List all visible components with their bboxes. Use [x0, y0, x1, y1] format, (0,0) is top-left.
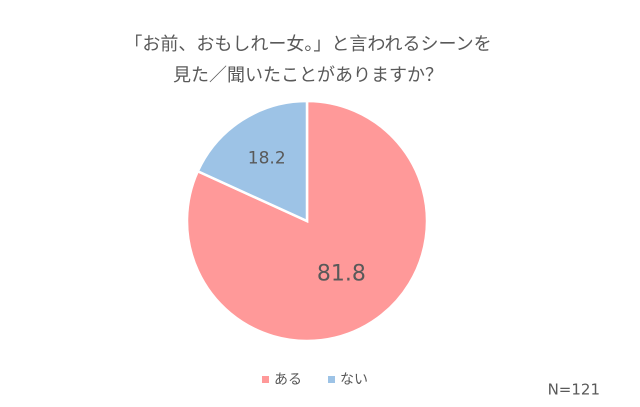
legend-label: ない: [340, 372, 368, 388]
legend-label: ある: [274, 372, 302, 388]
legend-swatch: [262, 376, 269, 383]
data-label: 81.8: [317, 261, 366, 286]
legend-swatch: [328, 376, 335, 383]
chart-title: 「お前、おもしれー女。」と言われるシーンを: [124, 34, 491, 55]
data-label: 18.2: [248, 148, 286, 168]
pie-slice: [196, 99, 309, 223]
sample-size: N=121: [548, 381, 600, 399]
chart-title: 見た／聞いたことがありますか？: [173, 65, 443, 86]
